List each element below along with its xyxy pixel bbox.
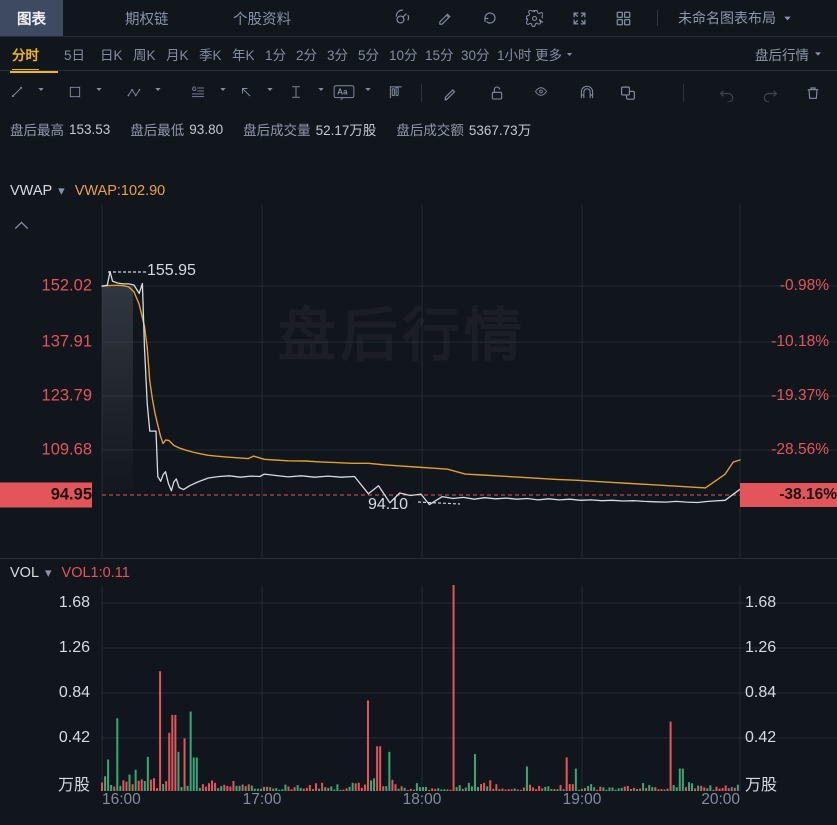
svg-text:Aa: Aa — [337, 88, 348, 97]
svg-text:G: G — [192, 87, 197, 93]
